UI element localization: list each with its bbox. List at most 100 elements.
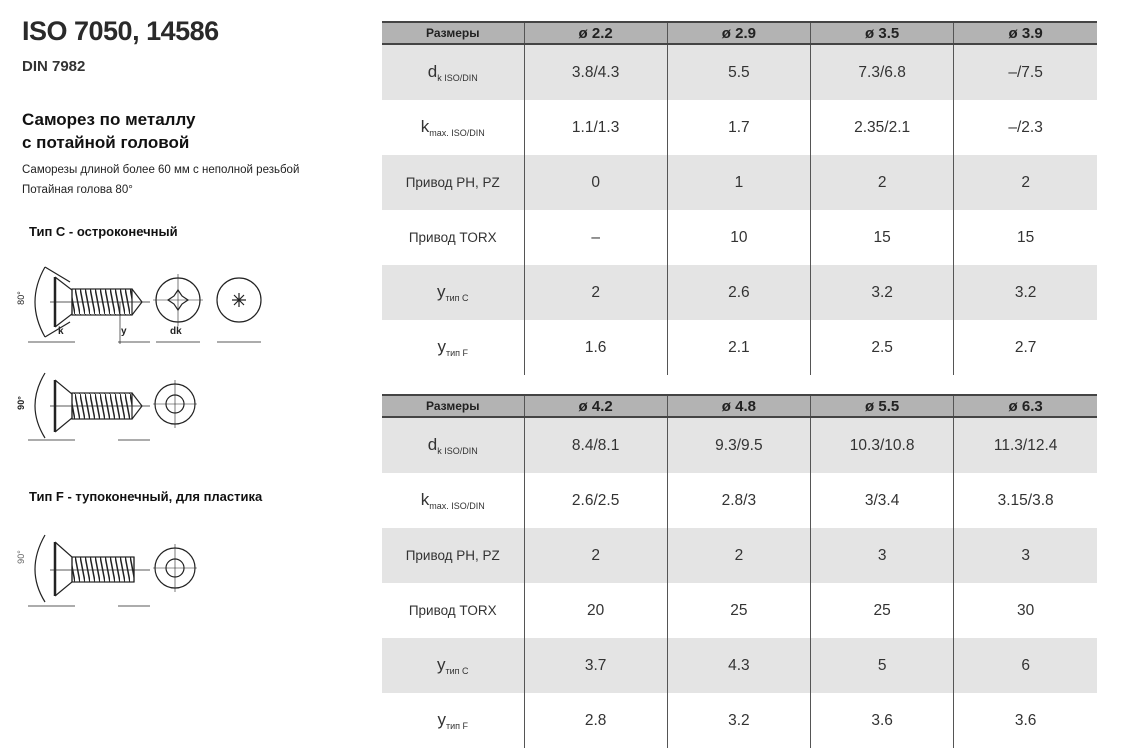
y-dimension-label: y	[121, 326, 127, 337]
table-cell: 25	[666, 583, 811, 638]
table-row: kmax. ISO/DIN 1.1/1.3 1.7 2.35/2.1 –/2.3	[382, 100, 1097, 155]
table-cell: 10.3/10.8	[809, 417, 954, 473]
dk-dimension-label: dk	[170, 326, 182, 337]
table-cell: 2.6/2.5	[523, 473, 668, 528]
header-label: Размеры	[382, 394, 524, 418]
note-thread: Саморезы длиной более 60 мм с неполной р…	[22, 164, 300, 176]
product-heading: Саморез по металлу с потайной головой	[22, 108, 195, 154]
column-header: ø 4.2	[523, 394, 668, 418]
table-cell: 2.1	[666, 320, 811, 375]
table-row: yтип F 2.8 3.2 3.6 3.6	[382, 693, 1097, 748]
column-header: ø 2.2	[523, 21, 668, 45]
row-label-subscript: k ISO/DIN	[437, 73, 478, 83]
table-cell: 11.3/12.4	[953, 417, 1097, 473]
row-label-symbol: y	[437, 337, 446, 356]
column-header: ø 5.5	[809, 394, 954, 418]
table-cell: 2	[523, 265, 668, 320]
type-c-label: Тип C - остроконечный	[29, 224, 178, 239]
page-title: ISO 7050, 14586	[22, 16, 219, 46]
row-label-subscript: max. ISO/DIN	[429, 501, 485, 511]
table-cell: 2.8/3	[666, 473, 811, 528]
table-row: Привод PH, PZ 0 1 2 2	[382, 155, 1097, 210]
table-cell: 3.6	[809, 693, 954, 748]
table-cell: 15	[809, 210, 954, 265]
row-label: Привод TORX	[382, 583, 524, 638]
row-label-subscript: k ISO/DIN	[437, 446, 478, 456]
table-cell: 5	[809, 638, 954, 693]
table-cell: 2	[666, 528, 811, 583]
column-header: ø 2.9	[666, 21, 811, 45]
table-cell: 2	[523, 528, 668, 583]
table-cell: 3	[953, 528, 1097, 583]
heading-line-2: с потайной головой	[22, 133, 190, 152]
note-head-angle: Потайная голова 80°	[22, 184, 133, 196]
table-cell: 6	[953, 638, 1097, 693]
table-cell: –/2.3	[953, 100, 1097, 155]
table-cell: 2.35/2.1	[809, 100, 954, 155]
table-row: dk ISO/DIN 3.8/4.3 5.5 7.3/6.8 –/7.5	[382, 44, 1097, 100]
table-cell: 0	[523, 155, 668, 210]
screw-drawing-type-f	[28, 534, 197, 607]
table-row: Привод TORX –10 15 15	[382, 210, 1097, 265]
heading-line-1: Саморез по металлу	[22, 110, 196, 129]
table-cell: 9.3/9.5	[666, 417, 811, 473]
row-label-text: Привод TORX	[408, 230, 497, 245]
type-f-label: Тип F - тупоконечный, для пластика	[29, 489, 263, 504]
dimensions-table-2: Размеры ø 4.2 ø 4.8 ø 5.5 ø 6.3 dk ISO/DIN 8.4…	[382, 394, 1097, 748]
table-cell: 3/3.4	[809, 473, 954, 528]
table-row: dk ISO/DIN 8.4/8.1 9.3/9.5 10.3/10.8 11.3/12…	[382, 417, 1097, 473]
table-cell: 7.3/6.8	[809, 44, 954, 100]
dimensions-table-1: Размеры ø 2.2 ø 2.9 ø 3.5 ø 3.9 dk ISO/DIN 3.8…	[382, 21, 1097, 375]
row-label: Привод PH, PZ	[382, 155, 524, 210]
row-label: yтип F	[382, 320, 524, 375]
table-cell: 3.8/4.3	[523, 44, 668, 100]
row-label-subscript: тип F	[445, 348, 469, 358]
row-label-symbol: y	[437, 710, 446, 729]
row-label-symbol: y	[436, 655, 446, 674]
row-label: Привод TORX	[382, 210, 524, 265]
table-cell: 3.2	[666, 693, 811, 748]
screw-drawing-type-c-torx	[28, 372, 197, 441]
table-cell: 3.6	[953, 693, 1097, 748]
row-label: dk ISO/DIN	[382, 417, 524, 473]
table-cell: 10	[666, 210, 811, 265]
table-cell: 2.6	[666, 265, 811, 320]
screw-drawing-type-c-phillips	[28, 266, 262, 344]
angle-label-80: 80°	[15, 291, 26, 305]
angle-label-90-type-f: 90°	[15, 550, 26, 564]
column-header: ø 3.9	[953, 21, 1097, 45]
row-label-text: Привод PH, PZ	[405, 175, 500, 190]
table-cell: 2.5	[809, 320, 954, 375]
table-cell: 5.5	[666, 44, 811, 100]
table-header-row: Размеры ø 2.2 ø 2.9 ø 3.5 ø 3.9	[382, 21, 1097, 45]
table-cell: 25	[809, 583, 954, 638]
table-cell: 20	[523, 583, 668, 638]
table-cell: 8.4/8.1	[523, 417, 668, 473]
table-cell: 30	[953, 583, 1097, 638]
table-cell: 2.7	[953, 320, 1097, 375]
row-label-subscript: max. ISO/DIN	[429, 128, 485, 138]
table-row: yтип F 1.6 2.1 2.5 2.7	[382, 320, 1097, 375]
row-label-symbol: d	[427, 435, 438, 454]
row-label: dk ISO/DIN	[382, 44, 524, 100]
row-label: kmax. ISO/DIN	[382, 100, 524, 155]
table-row: yтип C 2 2.6 3.2 3.2	[382, 265, 1097, 320]
header-label: Размеры	[382, 21, 524, 45]
row-label-subscript: тип C	[445, 293, 469, 303]
table-header-row: Размеры ø 4.2 ø 4.8 ø 5.5 ø 6.3	[382, 394, 1097, 418]
table-row: Привод PH, PZ 2 2 3 3	[382, 528, 1097, 583]
table-row: kmax. ISO/DIN 2.6/2.5 2.8/3 3/3.4 3.15/3.8	[382, 473, 1097, 528]
row-label-symbol: d	[427, 62, 438, 81]
table-cell: 1	[666, 155, 811, 210]
table-cell: –/7.5	[953, 44, 1097, 100]
row-label: yтип F	[382, 693, 524, 748]
row-label-symbol: k	[420, 117, 430, 136]
table-cell: 3.7	[523, 638, 668, 693]
angle-label-90-type-c: 90°	[15, 396, 26, 410]
table-cell: 3.2	[953, 265, 1097, 320]
row-label-symbol: y	[436, 282, 446, 301]
row-label-symbol: k	[420, 490, 430, 509]
table-row: Привод TORX 20 25 25 30	[382, 583, 1097, 638]
table-cell: 2.8	[523, 693, 668, 748]
column-header: ø 3.5	[809, 21, 954, 45]
